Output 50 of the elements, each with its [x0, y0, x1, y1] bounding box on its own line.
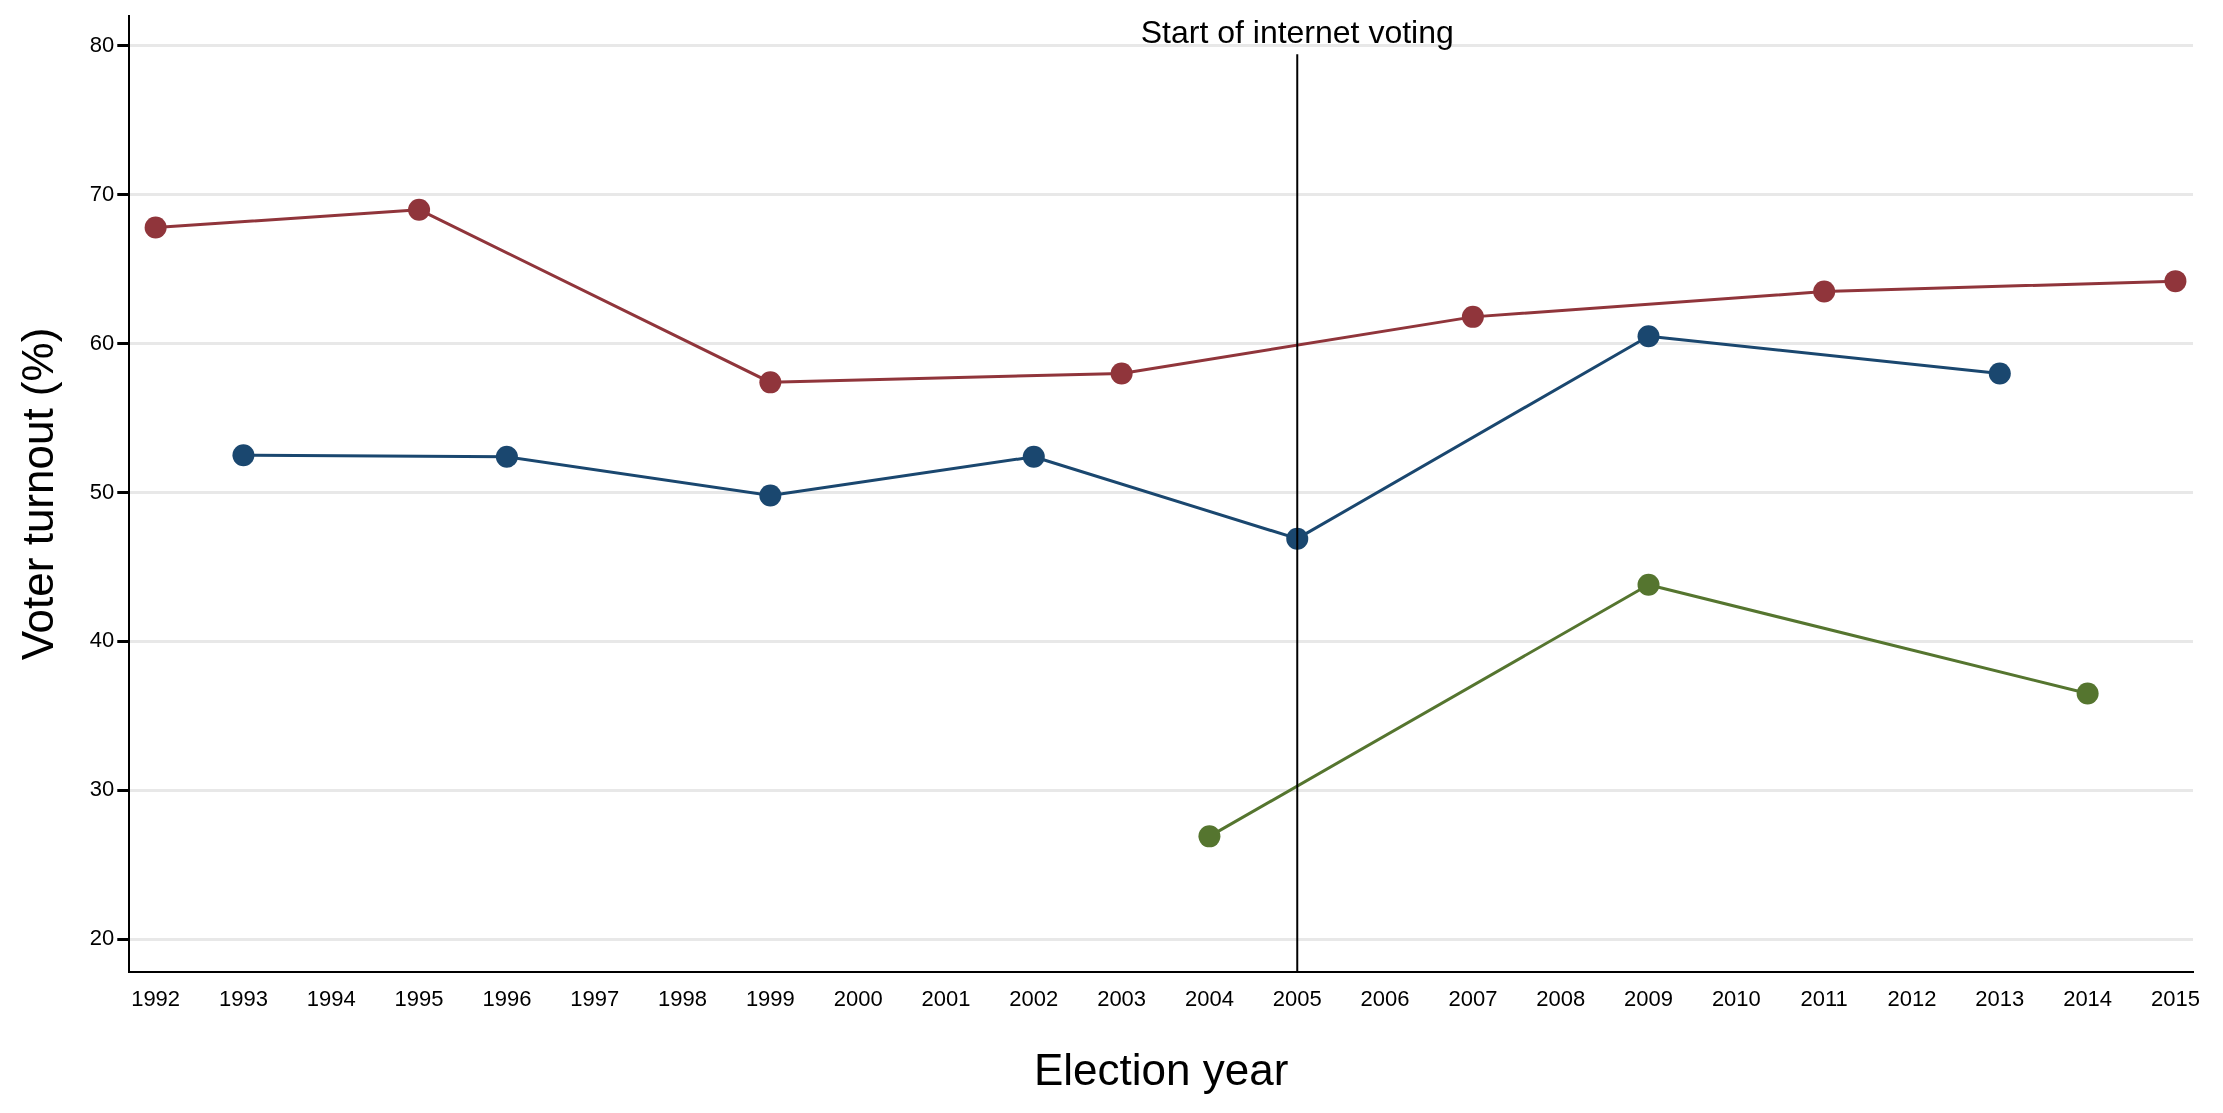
- x-tick-label: 1995: [394, 986, 444, 1012]
- point: [1637, 573, 1660, 596]
- point: [1988, 362, 2011, 385]
- point: [408, 198, 431, 221]
- x-axis-title: Election year: [1033, 1044, 1289, 1094]
- x-tick-label: 2012: [1887, 986, 1937, 1012]
- x-tick-label: 2004: [1184, 986, 1234, 1012]
- x-tick-label: 2009: [1624, 986, 1673, 1012]
- point: [232, 444, 255, 467]
- y-tick-label: 30: [89, 776, 115, 802]
- point: [1022, 445, 1045, 468]
- x-tick-label: 1997: [570, 986, 620, 1012]
- x-tick-label: 1999: [745, 986, 795, 1012]
- point: [1637, 325, 1660, 348]
- x-tick-label: 2013: [1975, 986, 2025, 1012]
- ref-line-label: Start of internet voting: [1140, 14, 1454, 51]
- y-tick-label: 70: [89, 180, 115, 206]
- point: [759, 484, 782, 507]
- y-axis-title: Voter turnout (%): [12, 327, 62, 661]
- point: [759, 371, 782, 394]
- y-tick-label: 20: [89, 925, 115, 951]
- x-tick-label: 2006: [1360, 986, 1410, 1012]
- point: [495, 445, 518, 468]
- y-tick-label: 40: [89, 627, 115, 653]
- x-tick-label: 2010: [1711, 986, 1761, 1012]
- point: [2076, 682, 2099, 705]
- x-tick-label: 2014: [2063, 986, 2113, 1012]
- x-tick-label: 2003: [1097, 986, 1147, 1012]
- point: [1461, 305, 1484, 328]
- point: [144, 216, 167, 239]
- x-tick-label: 1998: [658, 986, 707, 1012]
- y-tick-label: 60: [89, 329, 115, 355]
- point: [1198, 825, 1221, 848]
- x-tick-label: 1992: [131, 986, 181, 1012]
- x-tick-label: 2008: [1536, 986, 1586, 1012]
- point: [2164, 270, 2187, 293]
- point: [1813, 280, 1836, 303]
- point: [1110, 362, 1133, 385]
- y-tick-label: 80: [89, 32, 115, 58]
- x-tick-label: 2002: [1009, 986, 1059, 1012]
- x-tick-label: 2007: [1448, 986, 1498, 1012]
- x-tick-label: 2000: [833, 986, 883, 1012]
- x-tick-label: 1996: [482, 986, 532, 1012]
- x-tick-label: 2011: [1800, 986, 1848, 1012]
- y-tick-label: 50: [89, 478, 115, 504]
- x-tick-label: 1994: [306, 986, 356, 1012]
- x-tick-label: 1993: [218, 986, 268, 1012]
- x-tick-label: 2005: [1272, 986, 1322, 1012]
- x-tick-label: 2001: [921, 986, 971, 1012]
- x-tick-label: 2015: [2150, 986, 2200, 1012]
